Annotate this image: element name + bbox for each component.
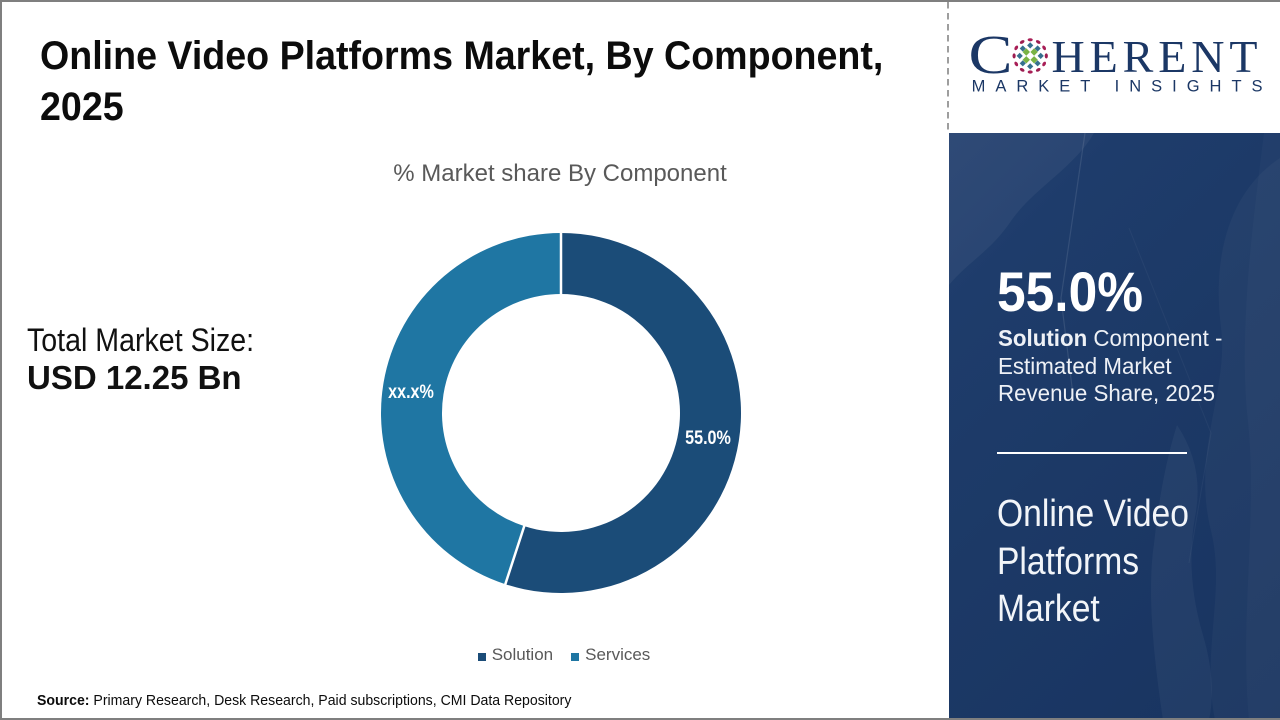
svg-text:C: C	[969, 25, 1013, 86]
svg-text:MARKET INSIGHTS: MARKET INSIGHTS	[972, 78, 1273, 96]
svg-text:HERENT: HERENT	[1052, 31, 1263, 82]
